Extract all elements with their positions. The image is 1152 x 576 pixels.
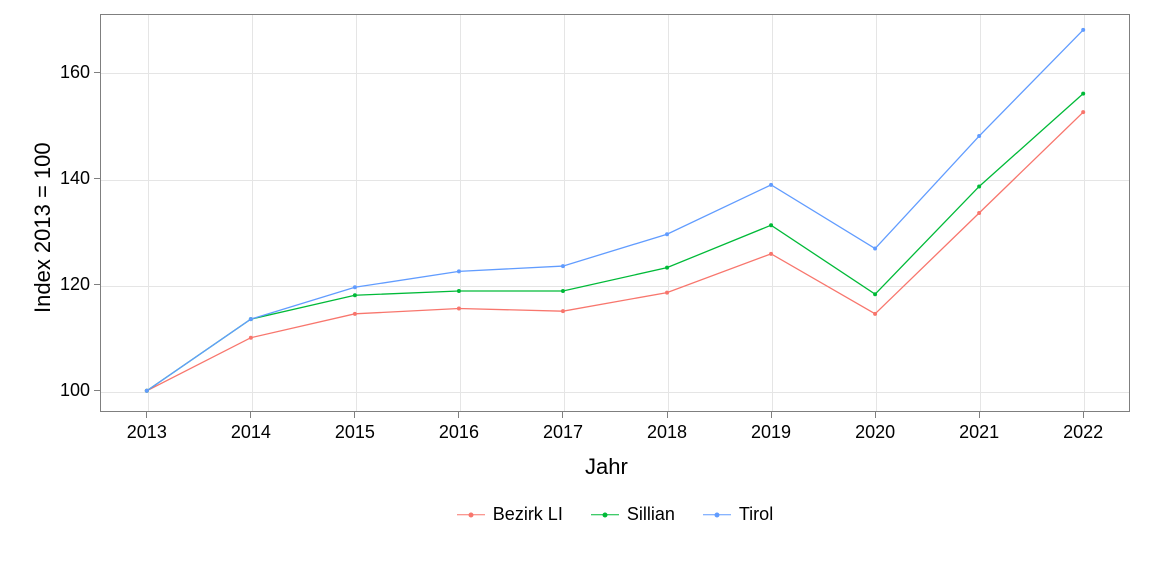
- x-tick-label: 2021: [959, 422, 999, 443]
- y-tick: [94, 178, 100, 179]
- series-point: [561, 309, 565, 313]
- series-point: [145, 389, 149, 393]
- y-tick: [94, 390, 100, 391]
- legend-swatch: [703, 508, 731, 522]
- series-point: [873, 247, 877, 251]
- legend-label: Bezirk LI: [493, 504, 563, 525]
- series-point: [353, 285, 357, 289]
- x-tick: [875, 412, 876, 418]
- series-line: [147, 94, 1083, 391]
- x-tick-label: 2022: [1063, 422, 1103, 443]
- y-tick-label: 140: [60, 168, 90, 189]
- x-tick: [250, 412, 251, 418]
- x-tick: [1083, 412, 1084, 418]
- series-point: [353, 293, 357, 297]
- x-tick-label: 2019: [751, 422, 791, 443]
- chart-svg: [0, 0, 1152, 576]
- x-tick: [771, 412, 772, 418]
- y-tick: [94, 284, 100, 285]
- series-line: [147, 112, 1083, 391]
- legend: Bezirk LI Sillian Tirol: [100, 504, 1130, 525]
- series-point: [457, 269, 461, 273]
- series-point: [561, 289, 565, 293]
- x-tick: [562, 412, 563, 418]
- y-tick-label: 160: [60, 62, 90, 83]
- series-point: [1081, 110, 1085, 114]
- x-tick-label: 2016: [439, 422, 479, 443]
- x-tick: [979, 412, 980, 418]
- series-point: [665, 232, 669, 236]
- series-point: [1081, 92, 1085, 96]
- series-point: [665, 291, 669, 295]
- series-point: [769, 252, 773, 256]
- series-point: [561, 264, 565, 268]
- series-point: [249, 317, 253, 321]
- series-point: [665, 266, 669, 270]
- x-tick: [146, 412, 147, 418]
- x-tick-label: 2020: [855, 422, 895, 443]
- x-tick-label: 2018: [647, 422, 687, 443]
- legend-item: Tirol: [703, 504, 773, 525]
- series-point: [769, 223, 773, 227]
- x-tick: [458, 412, 459, 418]
- legend-item: Bezirk LI: [457, 504, 563, 525]
- series-point: [457, 289, 461, 293]
- x-tick-label: 2014: [231, 422, 271, 443]
- series-point: [977, 184, 981, 188]
- series-point: [457, 307, 461, 311]
- series-point: [873, 292, 877, 296]
- y-tick-label: 120: [60, 274, 90, 295]
- series-point: [1081, 28, 1085, 32]
- legend-label: Sillian: [627, 504, 675, 525]
- series-point: [249, 336, 253, 340]
- x-tick: [354, 412, 355, 418]
- x-axis-title: Jahr: [585, 454, 628, 480]
- x-tick-label: 2017: [543, 422, 583, 443]
- y-tick: [94, 72, 100, 73]
- legend-label: Tirol: [739, 504, 773, 525]
- legend-swatch: [457, 508, 485, 522]
- x-tick-label: 2013: [127, 422, 167, 443]
- series-line: [147, 30, 1083, 391]
- y-tick-label: 100: [60, 380, 90, 401]
- series-point: [977, 134, 981, 138]
- series-point: [873, 312, 877, 316]
- legend-swatch: [591, 508, 619, 522]
- x-tick-label: 2015: [335, 422, 375, 443]
- series-point: [769, 183, 773, 187]
- chart-container: Index 2013 = 100 Jahr Bezirk LI Sillian Ti…: [0, 0, 1152, 576]
- x-tick: [667, 412, 668, 418]
- y-axis-title: Index 2013 = 100: [30, 142, 56, 313]
- series-point: [977, 211, 981, 215]
- series-point: [353, 312, 357, 316]
- legend-item: Sillian: [591, 504, 675, 525]
